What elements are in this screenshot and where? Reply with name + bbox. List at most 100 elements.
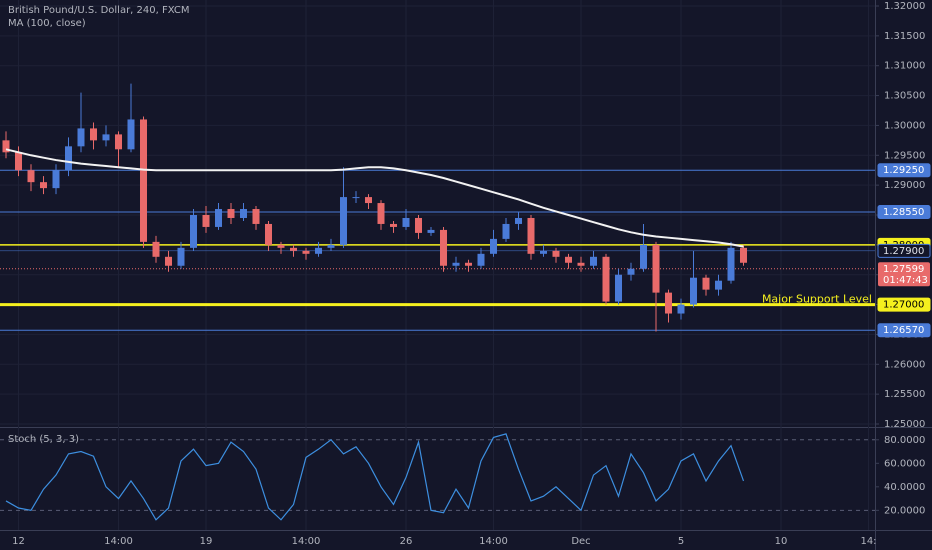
candle-body (90, 128, 97, 141)
candle-body (290, 247, 297, 251)
candle-body (740, 247, 747, 263)
candle-body (552, 250, 560, 257)
candle-body (102, 134, 110, 141)
last-price-label: 1.27599 (883, 264, 924, 275)
candle-body (152, 241, 160, 257)
x-tick-label: Dec (571, 536, 590, 547)
x-tick-label: 5 (678, 536, 684, 547)
candle-body (415, 217, 422, 233)
candle-body (602, 256, 610, 302)
level-badge (877, 323, 931, 338)
ma-line (5, 148, 744, 248)
candle-body (390, 223, 397, 227)
candle-body (327, 244, 335, 248)
candle-body (165, 256, 172, 266)
y-tick-label: 1.29500 (884, 150, 925, 161)
chart-title: British Pound/U.S. Dollar, 240, FXCM (8, 5, 189, 16)
x-tick-label: 19 (200, 536, 213, 547)
x-tick-label: 14: (860, 536, 876, 547)
candle-body (615, 274, 622, 302)
candle-body (652, 244, 660, 293)
candle-body (190, 215, 197, 248)
candle-body (277, 244, 285, 248)
y-tick-label: 60.0000 (884, 458, 925, 469)
candle-body (340, 197, 347, 245)
candle-body (52, 170, 60, 189)
level-badge (877, 205, 931, 220)
candle-body (502, 223, 510, 239)
candle-body (65, 146, 72, 171)
candle-body (715, 280, 722, 290)
ma-legend: MA (100, close) (8, 18, 86, 29)
level-badge-label: 1.27000 (883, 300, 924, 311)
candle-body (202, 215, 210, 227)
candle-body (227, 209, 235, 218)
x-tick-label: 14:00 (479, 536, 508, 547)
level-badge-label: 1.28550 (883, 207, 924, 218)
last-price-badge (878, 262, 930, 287)
x-tick-label: 14:00 (292, 536, 321, 547)
level-badge (877, 243, 931, 258)
stoch-title: Stoch (5, 3, 3) (8, 434, 79, 445)
candle-body (727, 247, 735, 281)
candle-body (577, 262, 585, 266)
level-badge-label: 1.26570 (883, 325, 924, 336)
candle-body (27, 170, 35, 183)
y-tick-label: 40.0000 (884, 482, 925, 493)
y-tick-label: 1.31000 (884, 61, 925, 72)
candle-body (440, 229, 447, 266)
level-badge-label: 1.27900 (883, 246, 924, 257)
marks (0, 83, 875, 521)
candle-body (627, 268, 635, 275)
y-tick-label: 1.30500 (884, 91, 925, 102)
candle-body (115, 134, 122, 150)
candle-body (40, 182, 47, 189)
candle-body (77, 128, 85, 147)
candle-body (315, 247, 322, 254)
candle-body (565, 256, 572, 263)
x-tick-label: 12 (12, 536, 25, 547)
candle-body (477, 253, 485, 266)
candle-body (2, 140, 10, 153)
y-tick-label: 1.25000 (884, 419, 925, 430)
y-tick-label: 1.25500 (884, 389, 925, 400)
candle-body (490, 238, 497, 254)
candle-body (452, 262, 460, 266)
level-badge (877, 163, 931, 178)
candle-body (540, 250, 547, 254)
candle-body (465, 262, 472, 266)
candle-body (15, 152, 22, 171)
x-tick-label: 14:00 (104, 536, 133, 547)
candle-body (427, 229, 435, 233)
y-tick-label: 20.0000 (884, 505, 925, 516)
candle-body (177, 247, 185, 266)
candle-body (140, 119, 147, 242)
candle-body (127, 119, 135, 150)
candle-body (665, 292, 672, 314)
candle-body (377, 203, 385, 224)
overlays: Major Support Level1.292501.285501.28000… (762, 163, 931, 338)
y-tick-label: 80.0000 (884, 435, 925, 446)
candle-body (527, 217, 535, 254)
candle-body (352, 197, 360, 199)
y-tick-label: 1.29000 (884, 180, 925, 191)
y-tick-label: 1.26000 (884, 359, 925, 370)
candle-body (640, 244, 647, 269)
candle-body (252, 209, 260, 224)
candle-body (365, 197, 372, 204)
candle-body (702, 277, 710, 290)
level-badge (877, 297, 931, 312)
y-tick-label: 1.32000 (884, 1, 925, 12)
candle-body (590, 256, 597, 266)
annotation: Major Support Level (762, 293, 872, 306)
candle-body (302, 250, 310, 254)
candle-body (240, 209, 247, 218)
x-tick-label: 10 (775, 536, 788, 547)
candle-body (690, 277, 697, 305)
x-tick-label: 26 (400, 536, 413, 547)
candle-body (265, 223, 272, 245)
candle-body (402, 217, 410, 227)
level-badge-label: 1.29250 (883, 165, 924, 176)
stoch-line (5, 433, 745, 521)
